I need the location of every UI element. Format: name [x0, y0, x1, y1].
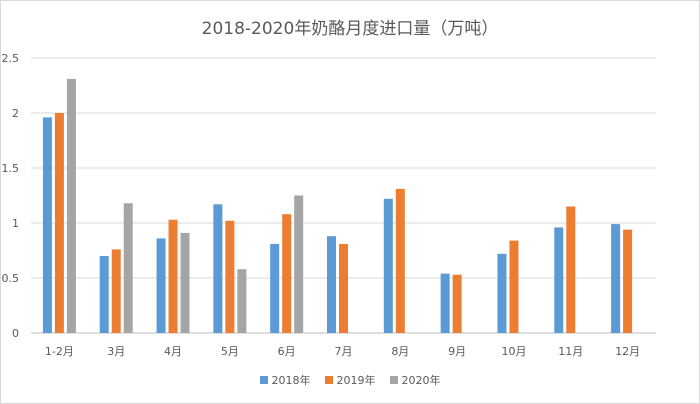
x-tick-label: 6月: [278, 345, 296, 358]
bar: [497, 253, 507, 333]
bar: [452, 274, 462, 333]
legend-swatch: [259, 376, 268, 384]
bar: [509, 240, 519, 333]
bar: [294, 195, 304, 333]
bar: [611, 224, 621, 333]
y-tick-label: 0: [12, 327, 19, 340]
bar: [237, 269, 247, 333]
x-tick-label: 5月: [221, 345, 239, 358]
bar: [339, 243, 348, 333]
legend-swatch: [324, 376, 333, 384]
bar: [225, 220, 235, 333]
legend-swatch: [389, 376, 398, 384]
chart-legend: 2018年 2019年 2020年: [0, 372, 700, 388]
legend-label: 2018年: [271, 374, 311, 387]
x-tick-label: 4月: [164, 345, 182, 358]
bar: [395, 188, 405, 333]
y-tick-label: 2: [12, 107, 19, 120]
legend-item: 2020年: [389, 372, 441, 388]
bar: [111, 249, 121, 333]
bar: [327, 236, 336, 333]
x-tick-label: 12月: [615, 345, 640, 358]
legend-label: 2020年: [401, 374, 441, 387]
bar: [156, 238, 166, 333]
bar: [270, 243, 280, 333]
legend-item: 2018年: [259, 372, 311, 388]
y-tick-label: 0.5: [2, 272, 20, 285]
x-tick-label: 1-2月: [45, 345, 74, 358]
bar: [99, 256, 109, 333]
x-tick-label: 10月: [501, 345, 526, 358]
bar: [623, 229, 633, 333]
bar: [180, 232, 190, 333]
x-tick-label: 8月: [391, 345, 409, 358]
bar: [123, 203, 133, 333]
legend-item: 2019年: [324, 372, 376, 388]
bar: [554, 227, 564, 333]
x-tick-label: 7月: [335, 345, 353, 358]
bar: [168, 219, 178, 333]
x-tick-label: 9月: [448, 345, 466, 358]
bar: [566, 206, 576, 333]
bar: [66, 78, 76, 334]
chart-title: 2018-2020年奶酪月度进口量（万吨）: [201, 19, 499, 39]
y-tick-label: 1: [12, 217, 19, 230]
legend-label: 2019年: [336, 374, 376, 387]
bar: [440, 273, 450, 333]
x-tick-label: 11月: [558, 345, 583, 358]
y-tick-label: 2.5: [2, 52, 20, 65]
bar: [282, 214, 292, 333]
bar: [213, 204, 223, 333]
bar: [42, 117, 52, 334]
bar: [54, 113, 64, 333]
x-tick-label: 3月: [107, 345, 125, 358]
bar: [383, 198, 393, 333]
y-tick-label: 1.5: [2, 162, 20, 175]
